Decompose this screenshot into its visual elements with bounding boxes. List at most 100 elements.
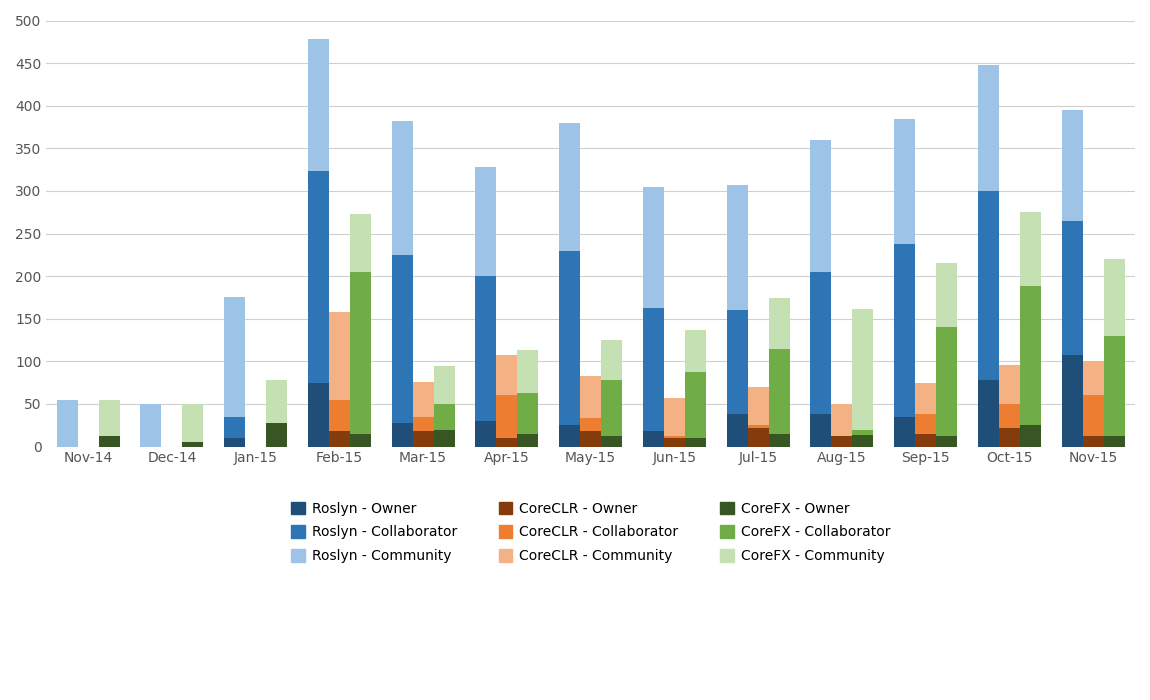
Bar: [224, 416, 245, 438]
Bar: [392, 255, 413, 423]
Bar: [518, 393, 538, 434]
Bar: [350, 214, 370, 272]
Bar: [978, 380, 999, 447]
Bar: [915, 383, 936, 414]
Bar: [392, 423, 413, 447]
Bar: [664, 435, 685, 438]
Bar: [224, 298, 245, 416]
Legend: Roslyn - Owner, Roslyn - Collaborator, Roslyn - Community, CoreCLR - Owner, Core: Roslyn - Owner, Roslyn - Collaborator, R…: [285, 496, 896, 568]
Bar: [601, 340, 622, 380]
Bar: [308, 172, 329, 383]
Bar: [936, 435, 957, 447]
Bar: [580, 376, 601, 419]
Bar: [999, 365, 1020, 404]
Bar: [978, 65, 999, 191]
Bar: [56, 400, 78, 447]
Bar: [475, 421, 497, 447]
Bar: [727, 414, 748, 447]
Bar: [559, 251, 580, 426]
Bar: [811, 414, 831, 447]
Bar: [434, 404, 454, 430]
Bar: [748, 428, 768, 447]
Bar: [852, 435, 873, 447]
Bar: [329, 400, 350, 431]
Bar: [811, 272, 831, 414]
Bar: [978, 191, 999, 380]
Bar: [1104, 435, 1125, 447]
Bar: [140, 404, 161, 447]
Bar: [1061, 355, 1082, 447]
Bar: [915, 434, 936, 447]
Bar: [643, 187, 664, 308]
Bar: [559, 426, 580, 447]
Bar: [224, 438, 245, 447]
Bar: [1082, 436, 1104, 447]
Bar: [1082, 361, 1104, 395]
Bar: [685, 438, 706, 447]
Bar: [936, 328, 957, 435]
Bar: [1020, 212, 1041, 286]
Bar: [580, 431, 601, 447]
Bar: [308, 39, 329, 172]
Bar: [831, 436, 852, 447]
Bar: [664, 438, 685, 447]
Bar: [643, 308, 664, 431]
Bar: [99, 436, 120, 447]
Bar: [475, 276, 497, 421]
Bar: [350, 272, 370, 434]
Bar: [748, 426, 768, 428]
Bar: [664, 398, 685, 435]
Bar: [392, 121, 413, 255]
Bar: [768, 298, 790, 349]
Bar: [852, 309, 873, 430]
Bar: [580, 419, 601, 431]
Bar: [811, 140, 831, 272]
Bar: [727, 185, 748, 310]
Bar: [831, 435, 852, 436]
Bar: [915, 414, 936, 434]
Bar: [1104, 259, 1125, 336]
Bar: [768, 349, 790, 434]
Bar: [434, 430, 454, 447]
Bar: [183, 442, 204, 447]
Bar: [999, 428, 1020, 447]
Bar: [831, 404, 852, 435]
Bar: [434, 365, 454, 404]
Bar: [518, 350, 538, 393]
Bar: [999, 404, 1020, 428]
Bar: [350, 434, 370, 447]
Bar: [497, 438, 518, 447]
Bar: [643, 431, 664, 447]
Bar: [895, 416, 915, 447]
Bar: [727, 310, 748, 414]
Bar: [748, 387, 768, 426]
Bar: [99, 400, 120, 436]
Bar: [329, 431, 350, 447]
Bar: [518, 434, 538, 447]
Bar: [1061, 110, 1082, 220]
Bar: [1020, 286, 1041, 426]
Bar: [183, 404, 204, 442]
Bar: [413, 431, 434, 447]
Bar: [601, 380, 622, 436]
Bar: [329, 312, 350, 400]
Bar: [266, 380, 288, 423]
Bar: [936, 263, 957, 328]
Bar: [768, 434, 790, 447]
Bar: [601, 436, 622, 447]
Bar: [895, 244, 915, 416]
Bar: [895, 118, 915, 244]
Bar: [497, 395, 518, 438]
Bar: [413, 416, 434, 431]
Bar: [497, 355, 518, 395]
Bar: [1061, 220, 1082, 355]
Bar: [475, 167, 497, 276]
Bar: [852, 430, 873, 435]
Bar: [1104, 336, 1125, 435]
Bar: [685, 330, 706, 372]
Bar: [685, 372, 706, 438]
Bar: [308, 383, 329, 447]
Bar: [413, 382, 434, 416]
Bar: [559, 122, 580, 251]
Bar: [1082, 395, 1104, 436]
